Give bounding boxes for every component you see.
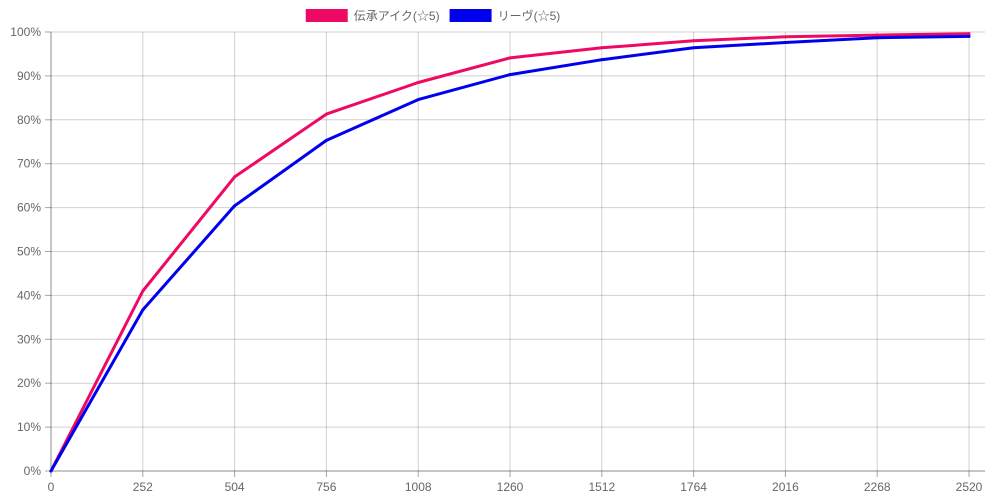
x-tick-label: 756: [316, 480, 336, 494]
y-tick-label: 90%: [17, 69, 41, 83]
axis-layer: 0% 10% 20% 30% 40% 50% 60% 70% 80% 90% 100% 0 252 504…: [10, 25, 982, 494]
legend-label: 伝承アイク(☆5): [354, 9, 440, 23]
x-tick-label: 1260: [497, 480, 524, 494]
series-2-point: [875, 36, 879, 40]
x-tick-label: 0: [48, 480, 55, 494]
y-tick-label: 0%: [24, 464, 42, 478]
y-tick-label: 100%: [10, 25, 41, 39]
legend-label: リーヴ(☆5): [498, 8, 561, 23]
series-1-point: [875, 33, 879, 37]
x-tick-label: 1764: [680, 480, 707, 494]
series-1-point: [233, 175, 237, 179]
series-2-point: [233, 204, 237, 208]
series-2-point: [49, 469, 53, 473]
series-2-point: [600, 58, 604, 62]
series-1-point: [141, 289, 145, 293]
x-tick-label: 2016: [772, 480, 799, 494]
series-1-point: [967, 32, 971, 36]
series-2-point: [967, 34, 971, 38]
series-2-point: [783, 41, 787, 45]
x-tick-label: 1008: [405, 480, 432, 494]
series-1-point: [324, 112, 328, 116]
legend-swatch: [305, 9, 348, 22]
series-2-point: [324, 138, 328, 142]
y-tick-label: 20%: [17, 376, 41, 390]
series-1-point: [692, 39, 696, 43]
legend-item-2[interactable]: リーヴ(☆5): [449, 8, 561, 23]
grid-layer: [50, 31, 985, 472]
series-layer: [49, 32, 971, 473]
series-2-point: [508, 73, 512, 77]
y-tick-label: 60%: [17, 201, 41, 215]
y-tick-label: 30%: [17, 332, 41, 346]
legend-item-1[interactable]: 伝承アイク(☆5): [305, 9, 440, 23]
legend-swatch: [449, 9, 492, 22]
y-tick-label: 50%: [17, 245, 41, 259]
series-2-point: [141, 308, 145, 312]
x-tick-label: 2268: [864, 480, 891, 494]
series-1-point: [783, 35, 787, 39]
y-tick-label: 40%: [17, 288, 41, 302]
y-tick-label: 10%: [17, 420, 41, 434]
series-1-point: [508, 56, 512, 60]
series-1-point: [600, 46, 604, 50]
x-tick-label: 2520: [956, 480, 983, 494]
series-1-point: [416, 80, 420, 84]
legend: 伝承アイク(☆5) リーヴ(☆5): [305, 8, 561, 23]
series-2-point: [416, 98, 420, 102]
y-tick-label: 80%: [17, 113, 41, 127]
series-2-point: [692, 46, 696, 50]
x-tick-label: 252: [133, 480, 153, 494]
x-tick-label: 1512: [588, 480, 615, 494]
x-tick-label: 504: [225, 480, 245, 494]
y-tick-label: 70%: [17, 157, 41, 171]
